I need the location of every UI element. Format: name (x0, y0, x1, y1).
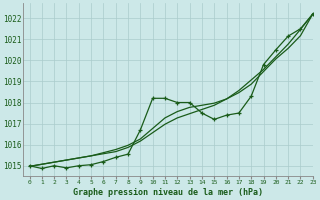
X-axis label: Graphe pression niveau de la mer (hPa): Graphe pression niveau de la mer (hPa) (73, 188, 263, 197)
